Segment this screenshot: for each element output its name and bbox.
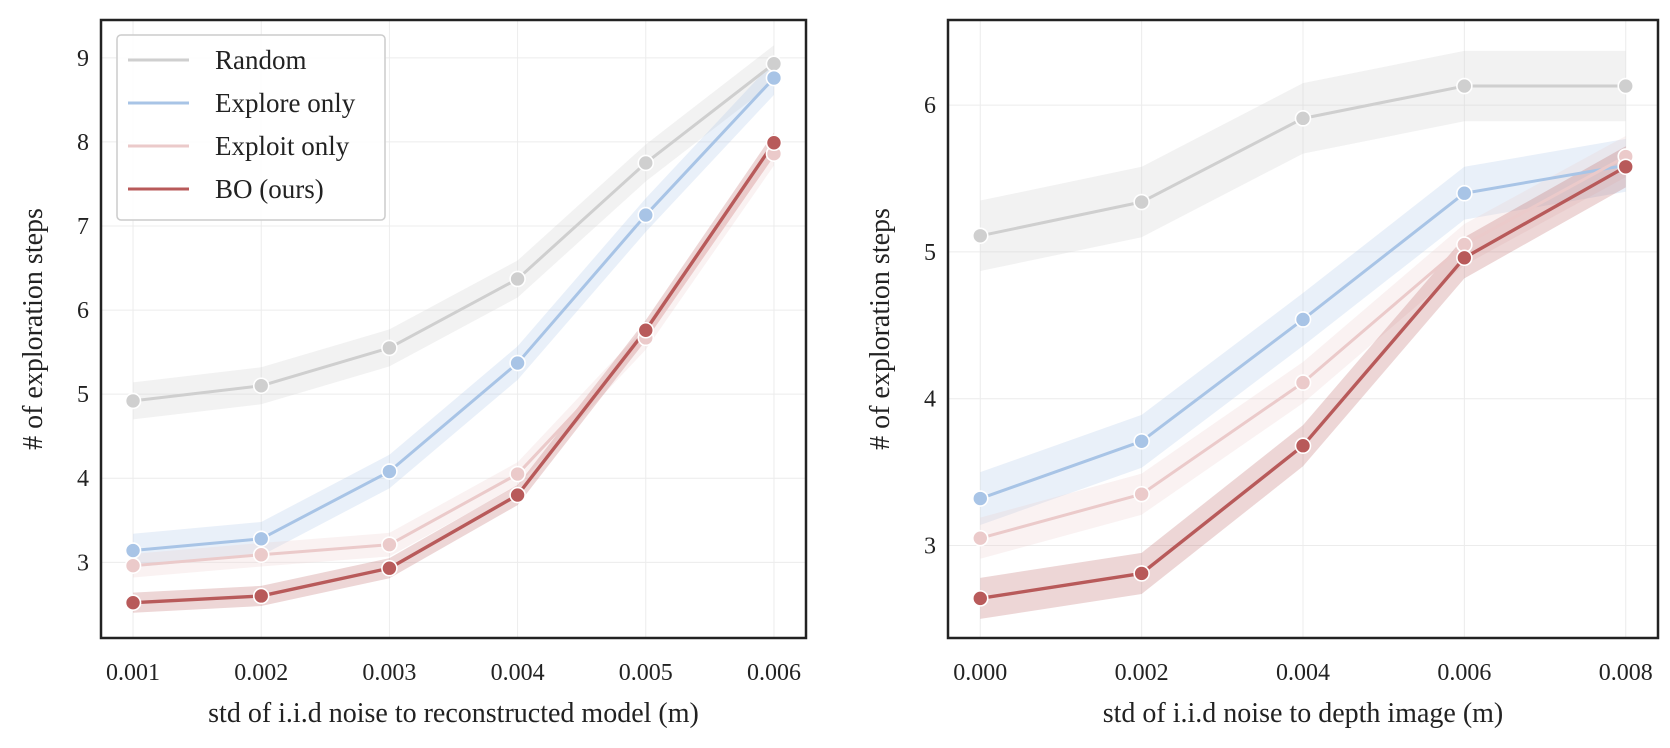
- x-tick-label: 0.000: [953, 660, 1007, 686]
- axes-frame: [946, 18, 1660, 640]
- y-tick-label: 6: [77, 298, 89, 324]
- legend-label: Exploit only: [215, 131, 350, 161]
- legend: Random Explore only Exploit only BO (ours): [116, 34, 386, 221]
- data-point: [124, 557, 142, 574]
- confidence-band-1: [980, 138, 1626, 525]
- data-point: [1617, 158, 1635, 176]
- confidence-band-0: [133, 45, 774, 420]
- legend-label: BO (ours): [215, 174, 324, 204]
- series-markers: [971, 77, 1635, 607]
- data-point: [1133, 193, 1150, 211]
- confidence-band-0: [980, 50, 1626, 272]
- series-line-1: [132, 76, 776, 553]
- y-tick-label: 9: [77, 46, 89, 72]
- data-point: [971, 590, 989, 607]
- data-point: [637, 206, 655, 224]
- data-point: [1617, 77, 1635, 95]
- legend-label: Explore only: [215, 88, 356, 118]
- series-markers: [124, 55, 783, 611]
- data-point: [124, 542, 142, 559]
- data-point: [1133, 485, 1150, 503]
- data-point: [252, 587, 270, 605]
- data-point: [381, 559, 398, 577]
- x-axis-label: std of i.i.d noise to reconstructed mode…: [208, 698, 699, 729]
- data-point: [971, 490, 989, 507]
- y-tick-label: 4: [77, 466, 89, 492]
- data-point: [509, 486, 526, 504]
- x-axis-label: std of i.i.d noise to depth image (m): [1103, 698, 1504, 729]
- data-point: [381, 339, 398, 357]
- y-tick-label: 7: [77, 214, 89, 240]
- data-point: [509, 354, 526, 372]
- legend-box: [116, 34, 386, 221]
- y-tick-label: 3: [77, 550, 89, 576]
- x-tick-label: 0.003: [362, 660, 416, 686]
- left-chart: 0.001 0.002 0.003 0.004 0.005 0.006 3 4 5 6 7 8 9 std…: [18, 18, 808, 729]
- right-chart: 0.000 0.002 0.004 0.006 0.008 3 4 5 6 std of i.i.…: [865, 18, 1660, 729]
- data-point: [252, 530, 270, 548]
- data-point: [1456, 77, 1473, 95]
- data-point: [637, 154, 655, 172]
- axes-frame: [99, 18, 808, 640]
- data-point: [971, 529, 989, 547]
- data-point: [1294, 311, 1312, 328]
- x-tick-label: 0.006: [747, 660, 801, 686]
- data-point: [765, 69, 783, 87]
- y-tick-label: 4: [924, 387, 936, 413]
- confidence-bands: [133, 45, 774, 613]
- y-tick-label: 8: [77, 130, 89, 156]
- x-tick-label: 0.006: [1437, 660, 1491, 686]
- y-tick-labels: 3 4 5 6 7 8 9: [77, 46, 89, 576]
- data-point: [1456, 249, 1473, 267]
- series-line-3: [132, 141, 776, 605]
- x-tick-label: 0.004: [1276, 660, 1330, 686]
- data-point: [971, 227, 989, 245]
- series-line-0: [132, 62, 775, 403]
- data-point: [252, 546, 270, 564]
- y-tick-label: 5: [77, 382, 89, 408]
- x-tick-label: 0.005: [619, 660, 673, 686]
- x-tick-labels: 0.000 0.002 0.004 0.006 0.008: [953, 660, 1652, 686]
- x-tick-label: 0.004: [491, 660, 545, 686]
- data-point: [381, 536, 398, 553]
- data-point: [1133, 565, 1150, 582]
- data-point: [1456, 184, 1473, 202]
- data-point: [252, 377, 270, 395]
- y-tick-labels: 3 4 5 6: [924, 93, 936, 559]
- data-point: [1294, 110, 1312, 127]
- legend-label: Random: [215, 45, 307, 75]
- y-axis-label: # of exploration steps: [865, 208, 896, 450]
- grid: [101, 20, 806, 638]
- series-line-2: [132, 152, 776, 568]
- x-tick-label: 0.002: [1115, 660, 1169, 686]
- y-tick-label: 6: [924, 93, 936, 119]
- series-lines: [132, 62, 776, 605]
- data-point: [1294, 374, 1312, 391]
- x-tick-labels: 0.001 0.002 0.003 0.004 0.005 0.006: [106, 660, 801, 686]
- y-tick-label: 5: [924, 240, 936, 266]
- data-point: [1133, 432, 1150, 450]
- data-point: [1294, 437, 1312, 455]
- data-point: [509, 465, 526, 483]
- data-point: [509, 270, 526, 288]
- y-axis-label: # of exploration steps: [18, 208, 49, 450]
- data-point: [637, 321, 655, 339]
- y-tick-label: 3: [924, 534, 936, 560]
- x-tick-label: 0.008: [1599, 660, 1653, 686]
- x-tick-label: 0.002: [234, 660, 288, 686]
- data-point: [381, 463, 398, 480]
- data-point: [765, 55, 783, 73]
- data-point: [765, 134, 783, 152]
- data-point: [124, 392, 142, 410]
- x-tick-label: 0.001: [106, 660, 160, 686]
- data-point: [124, 594, 142, 611]
